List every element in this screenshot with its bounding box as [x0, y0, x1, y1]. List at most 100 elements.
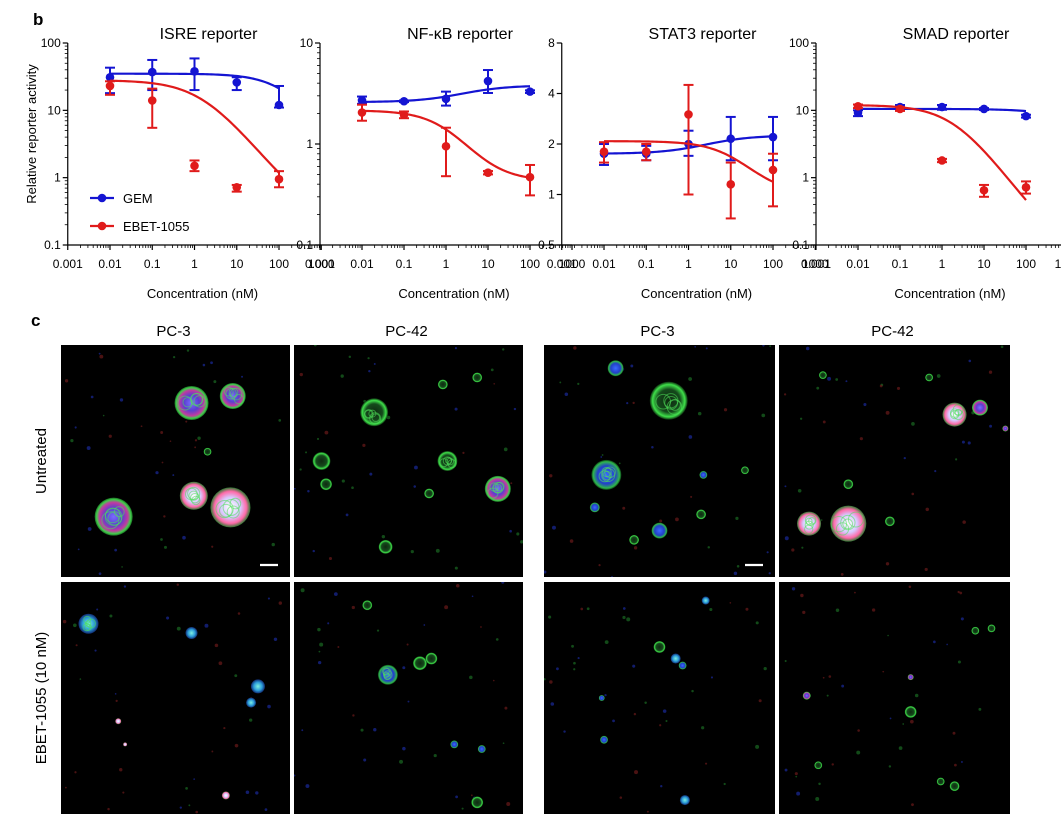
- reporter-charts: 0.1 1 10 100 0.001 0.01 0.1 1 10 100 1000 ISRE repo…: [24, 26, 1061, 301]
- y-tick-label: 8: [548, 36, 555, 50]
- background-speck: [367, 357, 370, 360]
- background-speck: [626, 402, 629, 405]
- background-speck: [784, 768, 788, 772]
- background-speck: [723, 782, 726, 786]
- background-speck: [908, 585, 912, 589]
- background-speck: [492, 679, 495, 682]
- background-speck: [701, 726, 705, 730]
- background-speck: [194, 446, 197, 449]
- background-speck: [294, 487, 296, 490]
- background-speck: [898, 746, 903, 750]
- data-point: [525, 172, 535, 182]
- data-point: [232, 78, 242, 87]
- background-speck: [633, 712, 637, 716]
- background-speck: [989, 424, 993, 428]
- background-speck: [381, 534, 386, 539]
- background-speck: [267, 704, 271, 709]
- background-speck: [155, 471, 159, 475]
- data-point: [937, 102, 947, 112]
- background-speck: [169, 440, 172, 443]
- background-speck: [300, 588, 305, 593]
- background-speck: [988, 370, 993, 374]
- y-tick-label: 10: [300, 36, 314, 50]
- background-speck: [444, 605, 449, 610]
- cell-membrane: [383, 670, 393, 680]
- background-speck: [402, 666, 406, 670]
- cell-membrane: [84, 620, 92, 627]
- background-speck: [707, 546, 710, 549]
- background-speck: [176, 626, 181, 631]
- background-speck: [955, 458, 958, 461]
- cell-cluster: [450, 740, 459, 749]
- data-point: [641, 147, 651, 156]
- data-point: [399, 96, 409, 106]
- y-tick-label: 10: [796, 103, 810, 117]
- background-speck: [363, 758, 367, 762]
- background-speck: [571, 644, 574, 648]
- background-speck: [761, 413, 766, 418]
- background-speck: [324, 430, 329, 435]
- background-speck: [577, 382, 580, 385]
- cell-membrane: [663, 393, 679, 409]
- background-speck: [202, 363, 206, 367]
- background-speck: [114, 693, 117, 695]
- background-speck: [885, 562, 890, 566]
- data-point: [1021, 111, 1031, 121]
- cell-membrane: [188, 490, 199, 501]
- background-speck: [646, 810, 649, 813]
- x-tick-label: 0.1: [396, 257, 413, 271]
- background-speck: [960, 760, 963, 763]
- background-speck: [758, 699, 762, 703]
- background-speck: [896, 386, 901, 390]
- cell-cluster: [589, 502, 600, 513]
- background-speck: [882, 670, 885, 673]
- background-speck: [697, 411, 702, 416]
- background-speck: [854, 591, 856, 594]
- background-speck: [160, 538, 163, 541]
- background-speck: [604, 694, 607, 697]
- background-speck: [831, 763, 834, 766]
- data-point: [525, 87, 535, 96]
- background-speck: [435, 548, 440, 553]
- background-speck: [902, 723, 905, 725]
- background-speck: [835, 608, 840, 612]
- background-speck: [840, 572, 844, 576]
- cell-membrane: [222, 499, 240, 516]
- cell-membrane: [226, 505, 240, 519]
- background-speck: [204, 623, 209, 628]
- x-tick-label: 10: [977, 257, 991, 271]
- background-speck: [218, 661, 223, 666]
- data-point: [105, 81, 115, 91]
- x-tick-label: 1000: [1055, 257, 1061, 271]
- background-speck: [75, 644, 78, 647]
- cell-cluster: [471, 796, 484, 809]
- background-speck: [502, 348, 505, 351]
- data-point: [937, 156, 947, 165]
- cell-cluster: [115, 718, 122, 725]
- background-speck: [816, 386, 820, 390]
- background-speck: [313, 345, 317, 347]
- micrograph-tile: [294, 345, 523, 577]
- background-speck: [102, 414, 105, 417]
- background-speck: [784, 485, 787, 488]
- micrograph-background: [294, 582, 523, 814]
- background-speck: [73, 623, 77, 628]
- background-speck: [688, 377, 693, 381]
- background-speck: [766, 551, 769, 554]
- cell-cluster: [412, 656, 427, 671]
- cell-membrane: [847, 511, 864, 528]
- background-speck: [911, 492, 915, 496]
- background-speck: [549, 474, 553, 478]
- background-speck: [74, 771, 77, 774]
- background-speck: [245, 790, 250, 795]
- background-speck: [194, 439, 198, 442]
- background-speck: [312, 549, 315, 553]
- background-speck: [960, 617, 964, 621]
- background-speck: [691, 689, 694, 693]
- background-speck: [234, 743, 239, 748]
- cell-cluster: [179, 481, 208, 510]
- background-speck: [622, 506, 626, 510]
- background-speck: [74, 426, 77, 429]
- micrograph-tile: [779, 345, 1010, 577]
- y-tick-label: 2: [548, 137, 555, 151]
